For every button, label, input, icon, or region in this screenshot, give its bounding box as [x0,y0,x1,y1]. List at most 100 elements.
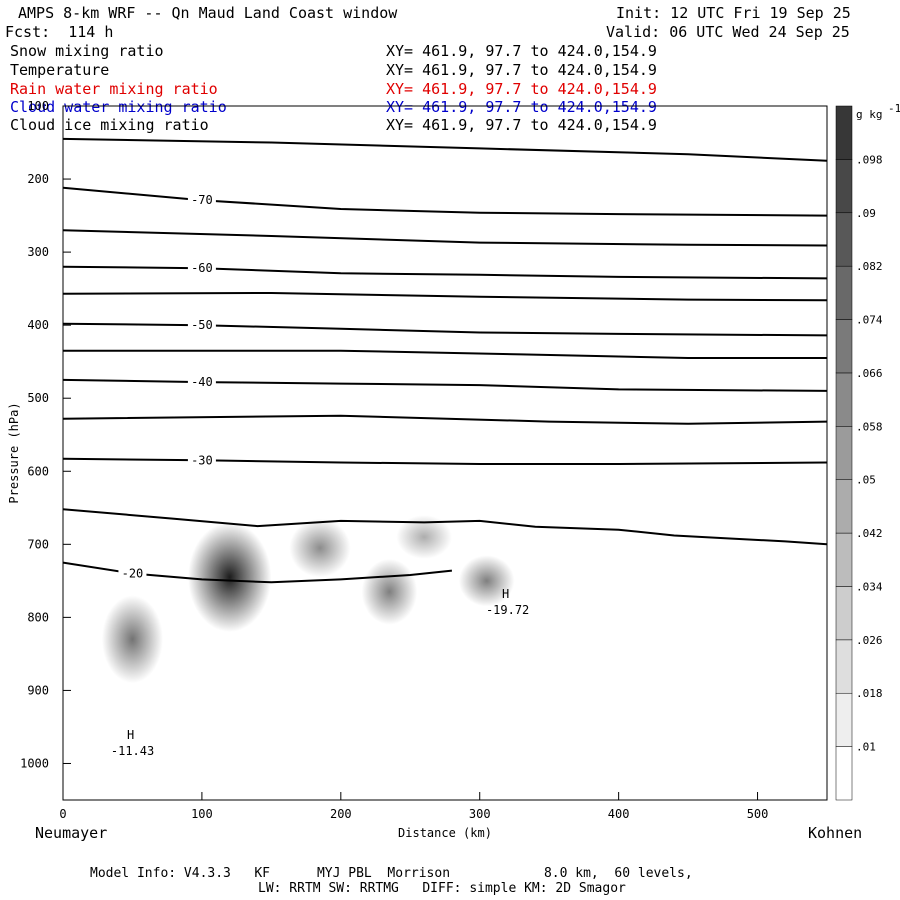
field-cloudwater-name: Cloud water mixing ratio [10,98,227,116]
snow-cell-5 [396,515,452,559]
colorbar-label-4: .042 [856,527,883,540]
isotherm-label-bg-1 [187,261,216,276]
plot-area: -70 -60 -50 -40 -30 -20 H -11.43 H -19.72 [63,137,827,758]
contour-line-0 [63,137,827,162]
x-tick-label-5: 500 [747,807,769,821]
isotherm-label-bg-0 [187,193,216,208]
y-tick-label-2: 300 [27,245,49,259]
contour-line-5 [63,508,827,546]
field-temp-xy: XY= 461.9, 97.7 to 424.0,154.9 [386,61,657,79]
field-cloudice-name: Cloud ice mixing ratio [10,116,209,134]
snow-cell-2 [289,518,351,578]
colorbar-label-6: .058 [856,420,883,433]
right-endpoint-label: Kohnen [808,824,863,842]
valid-time: Valid: 06 UTC Wed 24 Sep 25 [606,23,850,41]
field-snow-name: Snow mixing ratio [10,42,164,60]
left-endpoint-label: Neumayer [35,824,108,842]
y-tick-label-8: 900 [27,683,49,697]
colorbar-bin-12 [835,105,853,160]
y-tick-label-5: 600 [27,464,49,478]
colorbar-label-0: .01 [856,741,876,754]
y-tick-label-1: 200 [27,172,49,186]
colorbar-bin-0 [835,746,853,801]
forecast-hour: Fcst: 114 h [5,23,114,41]
colorbar-label-7: .066 [856,367,883,380]
y-tick-label-6: 700 [27,537,49,551]
plot-frame [62,105,828,801]
isotherm-label-1: -60 [191,261,213,275]
contour-line-2 [63,291,827,302]
isotherm-2 [63,322,827,337]
max-marker-0: H [127,728,134,742]
colorbar-bin-1 [835,692,853,747]
isotherm-4 [63,457,827,465]
isotherm-label-bg-5 [118,566,147,581]
colorbar-bin-8 [835,319,853,374]
axes: 100 200 300 400 500 600 700 800 900 1000 0 100 200 30… [7,99,768,840]
snow-cell-1 [101,595,164,684]
x-axis-title: Distance (km) [398,826,492,840]
isotherm-label-bg-4 [187,453,216,468]
field-rain-xy: XY= 461.9, 97.7 to 424.0,154.9 [386,80,657,98]
colorbar-bin-6 [835,426,853,480]
colorbar-label-11: .098 [856,153,883,166]
colorbar-bin-7 [835,372,853,427]
max-marker-1: H [502,587,509,601]
chart-title: AMPS 8-km WRF -- Qn Maud Land Coast wind… [18,4,398,22]
colorbar-unit: g kg [856,108,883,121]
max-value-1: -19.72 [486,603,529,617]
colorbar-bin-11 [835,159,853,214]
colorbar-label-1: .018 [856,687,883,700]
x-tick-label-0: 0 [59,807,66,821]
contour-line-4 [63,414,827,425]
isotherm-label-2: -50 [191,318,213,332]
colorbar-bin-10 [835,212,853,267]
isotherm-label-0: -70 [191,193,213,207]
field-cloudwater-xy: XY= 461.9, 97.7 to 424.0,154.9 [386,98,657,116]
colorbar: .01 .018 .026 .034 .042 .05 .058 .066 .074 .082 .0… [835,102,900,801]
y-axis-title: Pressure (hPa) [7,402,21,503]
contour-line-1 [63,229,827,247]
colorbar-label-3: .034 [856,580,883,593]
isotherm-1 [63,265,827,280]
y-tick-label-3: 400 [27,318,49,332]
x-tick-label-1: 100 [191,807,213,821]
isotherm-label-bg-2 [187,318,216,333]
isotherm-label-4: -30 [191,453,213,467]
field-temp-name: Temperature [10,61,110,79]
x-tick-label-4: 400 [608,807,630,821]
snow-cell-3 [361,558,418,625]
init-time: Init: 12 UTC Fri 19 Sep 25 [616,4,851,22]
isotherm-label-5: -20 [122,567,144,581]
isotherm-0 [63,186,827,217]
colorbar-unit-exponent: -1 [888,102,900,115]
isotherm-3 [63,378,827,392]
y-tick-label-7: 800 [27,610,49,624]
isotherm-label-bg-3 [187,375,216,390]
x-tick-label-3: 300 [469,807,491,821]
field-cloudice-xy: XY= 461.9, 97.7 to 424.0,154.9 [386,116,657,134]
y-tick-label-9: 1000 [20,756,49,770]
colorbar-bin-5 [835,479,853,534]
max-value-0: -11.43 [111,744,154,758]
colorbar-label-9: .082 [856,260,883,273]
colorbar-label-2: .026 [856,634,883,647]
field-rain-name: Rain water mixing ratio [10,80,218,98]
snow-cell-0 [188,522,272,632]
isotherm-label-3: -40 [191,375,213,389]
y-tick-label-0: 100 [27,99,49,113]
colorbar-label-10: .09 [856,207,876,220]
colorbar-bin-2 [835,639,853,694]
contour-line-3 [63,349,827,359]
x-tick-label-2: 200 [330,807,352,821]
colorbar-bin-4 [835,532,853,587]
field-snow-xy: XY= 461.9, 97.7 to 424.0,154.9 [386,42,657,60]
snow-cell-4 [458,555,515,607]
colorbar-bin-9 [835,265,853,320]
colorbar-label-5: .05 [856,474,876,487]
model-info-line1: Model Info: V4.3.3 KF MYJ PBL Morrison 8… [90,866,693,881]
y-tick-label-4: 500 [27,391,49,405]
model-info-line2: LW: RRTM SW: RRTMG DIFF: simple KM: 2D S… [258,881,626,896]
colorbar-bin-3 [835,586,853,641]
